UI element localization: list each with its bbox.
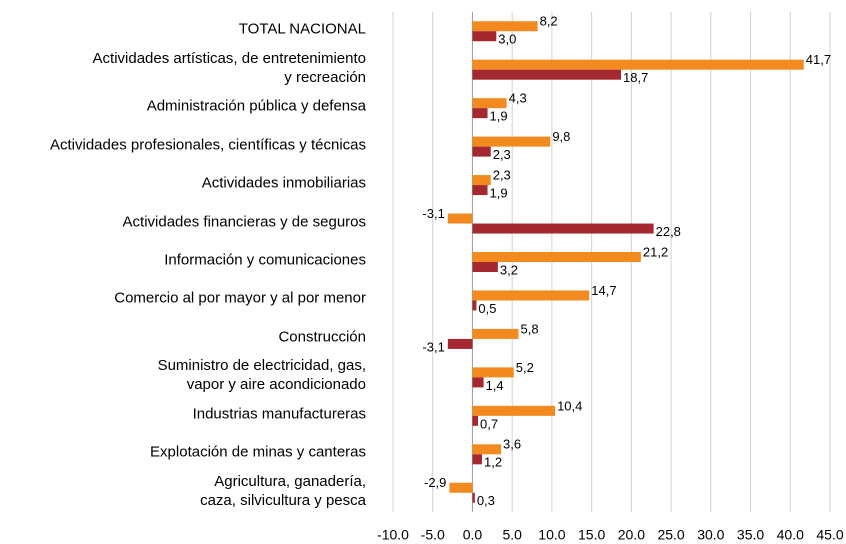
value-label: 3,6	[503, 437, 521, 452]
value-label: 2,3	[493, 147, 511, 162]
bar	[472, 405, 556, 416]
category-label: Información y comunicaciones	[164, 251, 366, 269]
bar	[472, 252, 641, 262]
category-label: Industrias manufactureras	[192, 405, 366, 423]
value-label: -2,9	[424, 475, 446, 490]
x-tick-label: 15.0	[578, 527, 605, 543]
x-tick-label: 45.0	[816, 527, 843, 543]
bar	[472, 444, 502, 455]
value-label: 8,2	[540, 14, 558, 29]
bar	[472, 328, 519, 339]
bar	[472, 69, 622, 80]
value-label: 5,2	[516, 360, 534, 375]
bar	[472, 300, 477, 311]
category-label: Agricultura, ganadería, caza, silvicultu…	[200, 472, 366, 509]
value-label: 2,3	[493, 168, 511, 183]
x-tick-label: -5.0	[421, 527, 445, 543]
bar	[472, 59, 804, 70]
x-tick-label: 20.0	[618, 527, 645, 543]
x-tick-label: -10.0	[377, 527, 409, 543]
value-label: 4,3	[509, 91, 527, 106]
category-label: Explotación de minas y canteras	[150, 443, 366, 461]
value-label: 18,7	[623, 70, 648, 85]
value-label: 22,8	[656, 224, 681, 239]
value-label: 10,4	[557, 398, 582, 413]
x-tick-label: 5.0	[502, 527, 522, 543]
category-label: Comercio al por mayor y al por menor	[114, 289, 366, 307]
bar	[472, 98, 507, 109]
value-label: 0,5	[478, 301, 496, 316]
bar	[472, 31, 497, 42]
bar	[472, 454, 482, 465]
value-label: 1,2	[484, 455, 502, 470]
bar	[472, 415, 479, 426]
value-label: 3,0	[498, 32, 516, 47]
bar	[472, 136, 551, 147]
category-label: Actividades artísticas, de entretenimien…	[92, 49, 366, 86]
value-label: 0,7	[480, 416, 498, 431]
value-label: 3,2	[500, 262, 518, 277]
bar	[472, 223, 654, 234]
x-tick-label: 25.0	[657, 527, 684, 543]
x-tick-label: 35.0	[737, 527, 764, 543]
value-label: -3,1	[422, 206, 444, 221]
value-label: 9,8	[552, 129, 570, 144]
value-label: 0,3	[477, 493, 495, 508]
category-label: Actividades inmobiliarias	[201, 174, 366, 192]
value-label: 1,9	[490, 109, 508, 124]
bar	[472, 185, 488, 196]
bar	[472, 492, 475, 503]
x-tick-label: 0.0	[463, 527, 483, 543]
bar	[449, 482, 473, 493]
bar	[472, 21, 538, 32]
category-label: Administración pública y defensa	[146, 97, 366, 115]
category-label: Actividades financieras y de seguros	[122, 213, 366, 231]
bar	[472, 146, 491, 157]
value-label: 14,7	[591, 283, 616, 298]
value-label: 1,4	[486, 378, 504, 393]
bar	[472, 377, 484, 388]
bar	[472, 175, 491, 186]
value-label: 1,9	[490, 186, 508, 201]
value-label: 41,7	[806, 52, 831, 67]
value-label: 5,8	[521, 321, 539, 336]
bar	[472, 367, 514, 378]
value-label: 21,2	[643, 244, 668, 259]
x-tick-label: 10.0	[538, 527, 565, 543]
bar	[447, 338, 473, 349]
bar	[472, 108, 488, 119]
x-tick-label: 30.0	[697, 527, 724, 543]
category-label: Actividades profesionales, científicas y…	[50, 136, 366, 154]
x-tick-label: 40.0	[777, 527, 804, 543]
bar	[472, 290, 590, 301]
category-label: TOTAL NACIONAL	[238, 20, 366, 38]
category-label: Suministro de electricidad, gas, vapor y…	[157, 357, 366, 394]
bar	[447, 213, 473, 224]
value-label: -3,1	[422, 339, 444, 354]
bar	[472, 262, 498, 272]
category-label: Construcción	[278, 328, 366, 346]
